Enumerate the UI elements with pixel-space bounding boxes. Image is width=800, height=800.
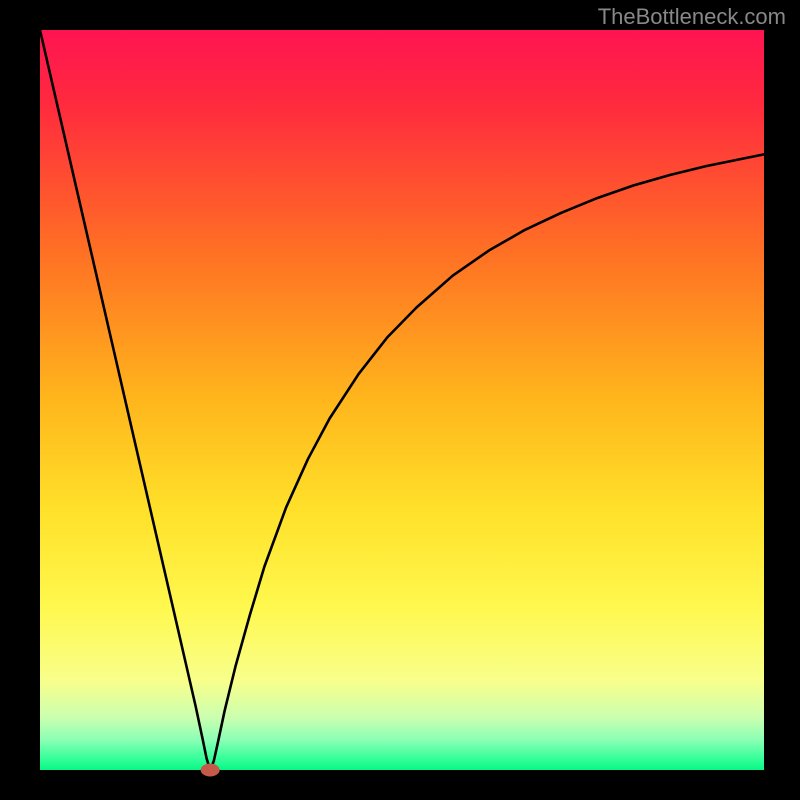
bottleneck-chart: TheBottleneck.com [0,0,800,800]
plot-background [40,30,764,770]
watermark-text: TheBottleneck.com [598,4,786,30]
chart-svg [0,0,800,800]
optimal-point-marker [201,764,219,776]
